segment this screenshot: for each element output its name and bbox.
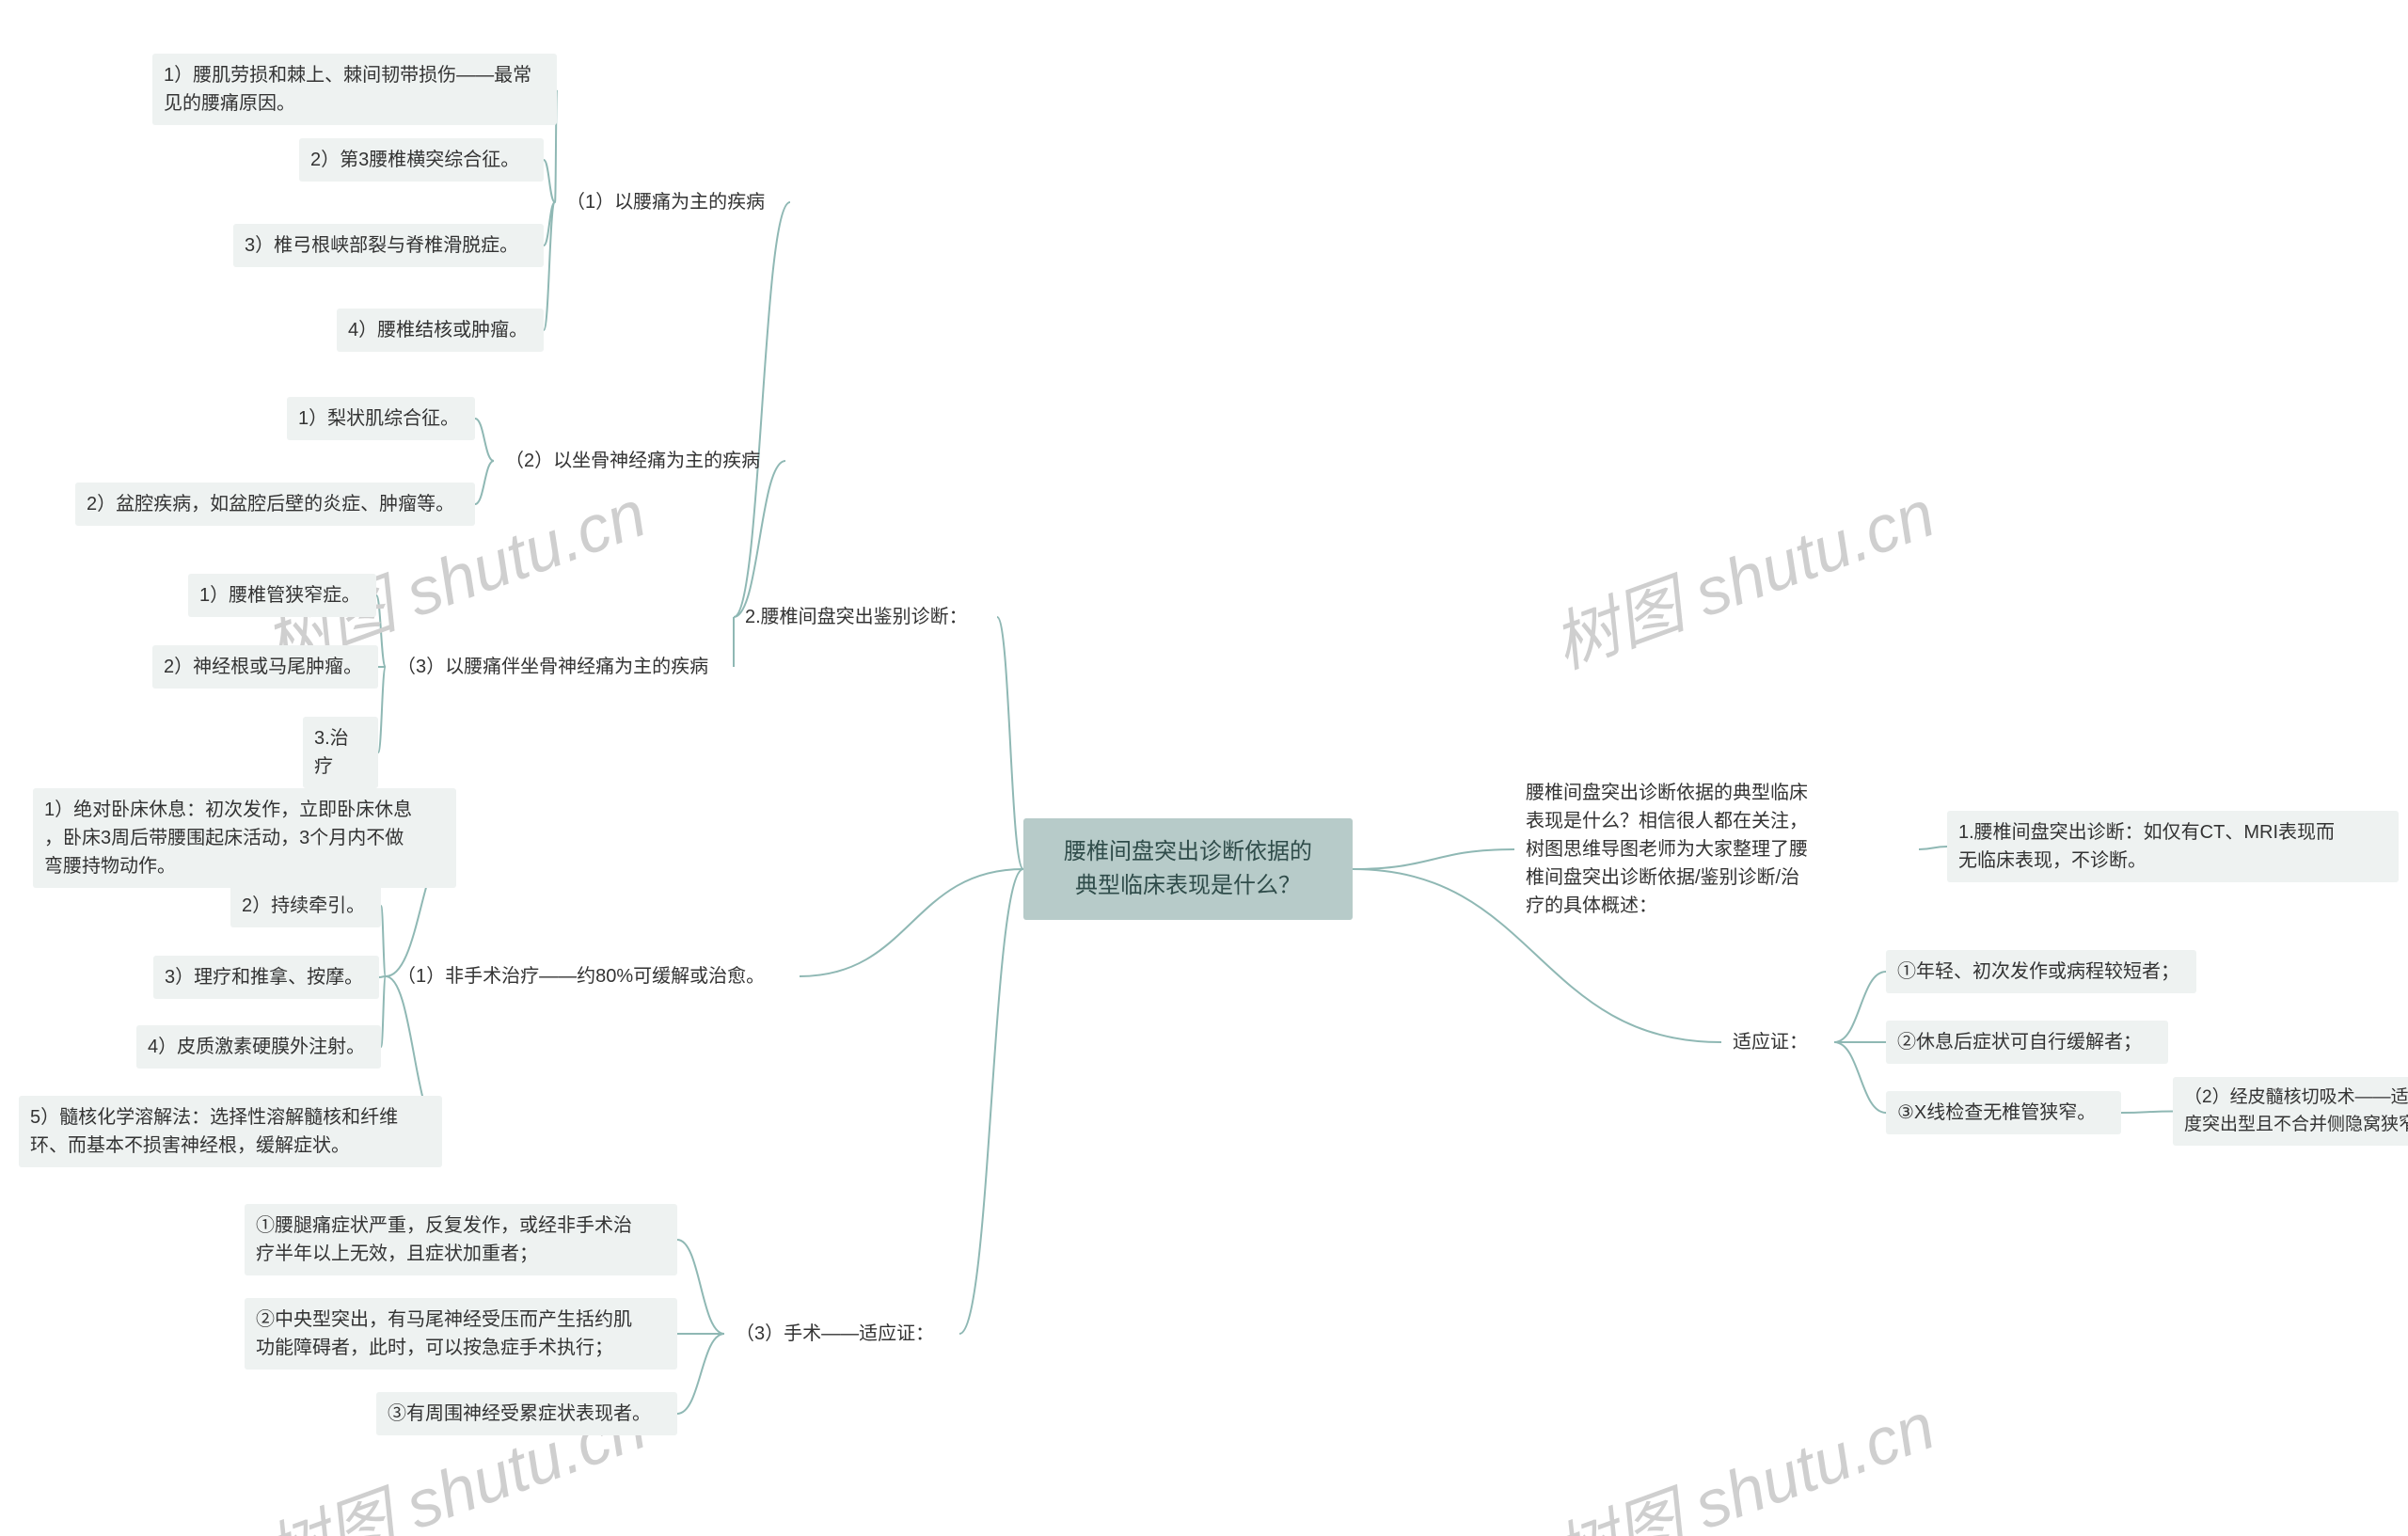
node-text-line: 无临床表现，不诊断。 [1958,847,2387,875]
root-node[interactable]: 腰椎间盘突出诊断依据的典型临床表现是什么？ [1023,818,1353,920]
connector [475,419,494,461]
mindmap-node-l3b[interactable]: 2）持续牵引。 [230,884,381,927]
node-text-line: （2）以坐骨神经痛为主的疾病 [505,447,774,475]
node-text-line: ③X线检查无椎管狭窄。 [1897,1099,2110,1127]
mindmap-node-l4a[interactable]: ①腰腿痛症状严重，反复发作，或经非手术治疗半年以上无效，且症状加重者； [245,1204,677,1275]
mindmap-node-l4[interactable]: （3）手术——适应证： [724,1312,959,1355]
node-text-line: 3）椎弓根峡部裂与脊椎滑脱症。 [245,231,532,260]
connector [544,160,555,202]
node-text-line: 树图思维导图老师为大家整理了腰 [1526,835,1908,863]
node-text-line: ，卧床3周后带腰围起床活动，3个月内不做 [44,824,445,852]
node-text-line: 2）神经根或马尾肿瘤。 [164,653,367,681]
mindmap-node-l2a1[interactable]: 1）腰肌劳损和棘上、棘间韧带损伤——最常见的腰痛原因。 [152,54,557,125]
node-text-line: 1）绝对卧床休息：初次发作，立即卧床休息 [44,796,445,824]
connector [800,869,1023,976]
node-text-line: 5）髓核化学溶解法：选择性溶解髓核和纤维 [30,1103,431,1132]
node-text-line: 见的腰痛原因。 [164,89,546,118]
connector [1834,972,1886,1042]
mindmap-node-r2c1[interactable]: （2）经皮髓核切吸术——适用于：膨出或轻度突出型且不合并侧隐窝狭窄者。 [2173,1077,2408,1146]
mindmap-node-l3c[interactable]: 3）理疗和推拿、按摩。 [153,956,379,999]
mindmap-node-r1[interactable]: 腰椎间盘突出诊断依据的典型临床表现是什么？相信很人都在关注，树图思维导图老师为大… [1514,771,1919,927]
connector [378,667,386,752]
connector [1353,849,1514,869]
node-text-line: 4）腰椎结核或肿瘤。 [348,316,532,344]
node-text-line: 1）梨状肌综合征。 [298,404,464,433]
mindmap-node-l2a3[interactable]: 3）椎弓根峡部裂与脊椎滑脱症。 [233,224,544,267]
mindmap-node-l2a4[interactable]: 4）腰椎结核或肿瘤。 [337,309,544,352]
node-text-line: （3）手术——适应证： [736,1320,948,1348]
mindmap-node-l2c3[interactable]: 3.治疗 [303,717,378,788]
node-text-line: 3）理疗和推拿、按摩。 [165,963,368,991]
mindmap-canvas: 树图 shutu.cn树图 shutu.cn树图 shutu.cn树图 shut… [0,0,2408,1536]
node-text-line: 1）腰椎管狭窄症。 [199,581,365,610]
node-text-line: 弯腰持物动作。 [44,852,445,880]
node-text-line: ①年轻、初次发作或病程较短者； [1897,958,2185,986]
mindmap-node-r2c[interactable]: ③X线检查无椎管狭窄。 [1886,1091,2121,1134]
node-text-line: 典型临床表现是什么？ [1044,869,1332,903]
node-text-line: 功能障碍者，此时，可以按急症手术执行； [256,1334,666,1362]
mindmap-node-l4b[interactable]: ②中央型突出，有马尾神经受压而产生括约肌功能障碍者，此时，可以按急症手术执行； [245,1298,677,1370]
watermark: 树图 shutu.cn [1539,462,1946,688]
node-text-line: 1）腰肌劳损和棘上、棘间韧带损伤——最常 [164,61,546,89]
node-text-line: （3）以腰痛伴坐骨神经痛为主的疾病 [397,653,722,681]
node-text-line: 表现是什么？相信很人都在关注， [1526,807,1908,835]
connector [475,461,494,504]
mindmap-node-l2a2[interactable]: 2）第3腰椎横突综合征。 [299,138,544,182]
mindmap-node-r2b[interactable]: ②休息后症状可自行缓解者； [1886,1021,2168,1064]
connector [734,461,785,617]
node-text-line: 2.腰椎间盘突出鉴别诊断： [745,603,986,631]
connector [677,1240,724,1334]
node-text-line: 腰椎间盘突出诊断依据的典型临床 [1526,779,1908,807]
watermark: 树图 shutu.cn [1539,1374,1946,1536]
connector [959,869,1023,1334]
node-text-line: 2）持续牵引。 [242,892,370,920]
connector [2121,1112,2173,1114]
node-text-line: 4）皮质激素硬膜外注射。 [148,1033,370,1061]
mindmap-node-l2b[interactable]: （2）以坐骨神经痛为主的疾病 [494,439,785,483]
node-text-line: （2）经皮髓核切吸术——适用于：膨出或轻 [2184,1085,2408,1112]
mindmap-node-l2c2[interactable]: 2）神经根或马尾肿瘤。 [152,645,378,689]
node-text-line: 环、而基本不损害神经根，缓解症状。 [30,1132,431,1160]
mindmap-node-l3a[interactable]: 1）绝对卧床休息：初次发作，立即卧床休息，卧床3周后带腰围起床活动，3个月内不做… [33,788,456,888]
connector [544,202,555,330]
connector [734,202,790,617]
mindmap-node-l3e[interactable]: 5）髓核化学溶解法：选择性溶解髓核和纤维环、而基本不损害神经根，缓解症状。 [19,1096,442,1167]
node-text-line: 疗半年以上无效，且症状加重者； [256,1240,666,1268]
mindmap-node-l2b1[interactable]: 1）梨状肌综合征。 [287,397,475,440]
mindmap-node-l2[interactable]: 2.腰椎间盘突出鉴别诊断： [734,595,997,639]
node-text-line: （1）非手术治疗——约80%可缓解或治愈。 [397,962,788,990]
node-text-line: ①腰腿痛症状严重，反复发作，或经非手术治 [256,1211,666,1240]
node-text-line: 2）盆腔疾病，如盆腔后壁的炎症、肿瘤等。 [87,490,464,518]
node-text-line: 疗的具体概述： [1526,892,1908,920]
node-text-line: ②中央型突出，有马尾神经受压而产生括约肌 [256,1306,666,1334]
node-text-line: ②休息后症状可自行缓解者； [1897,1028,2157,1056]
connector [1919,847,1947,849]
mindmap-node-l2a[interactable]: （1）以腰痛为主的疾病 [555,181,790,224]
node-text-line: 椎间盘突出诊断依据/鉴别诊断/治 [1526,863,1908,892]
mindmap-node-l2c[interactable]: （3）以腰痛伴坐骨神经痛为主的疾病 [386,645,734,689]
node-text-line: ③有周围神经受累症状表现者。 [388,1400,666,1428]
mindmap-node-l4c[interactable]: ③有周围神经受累症状表现者。 [376,1392,677,1435]
mindmap-node-l2c1[interactable]: 1）腰椎管狭窄症。 [188,574,376,617]
node-text-line: 2）第3腰椎横突综合征。 [310,146,532,174]
node-text-line: 适应证： [1733,1028,1823,1056]
node-text-line: 1.腰椎间盘突出诊断：如仅有CT、MRI表现而 [1958,818,2387,847]
node-text-line: （1）以腰痛为主的疾病 [566,188,779,216]
node-text-line: 3.治疗 [314,724,367,781]
connector [379,976,386,977]
mindmap-node-l3[interactable]: （1）非手术治疗——约80%可缓解或治愈。 [386,955,800,998]
mindmap-node-l3d[interactable]: 4）皮质激素硬膜外注射。 [136,1025,381,1069]
mindmap-node-r2[interactable]: 适应证： [1721,1021,1834,1064]
mindmap-node-r1a[interactable]: 1.腰椎间盘突出诊断：如仅有CT、MRI表现而无临床表现，不诊断。 [1947,811,2399,882]
node-text-line: 腰椎间盘突出诊断依据的 [1044,835,1332,869]
connector [677,1334,724,1414]
connector [1834,1042,1886,1113]
connector [997,617,1023,869]
mindmap-node-l2b2[interactable]: 2）盆腔疾病，如盆腔后壁的炎症、肿瘤等。 [75,483,475,526]
connector [544,202,555,245]
mindmap-node-r2a[interactable]: ①年轻、初次发作或病程较短者； [1886,950,2196,993]
node-text-line: 度突出型且不合并侧隐窝狭窄者。 [2184,1112,2408,1139]
